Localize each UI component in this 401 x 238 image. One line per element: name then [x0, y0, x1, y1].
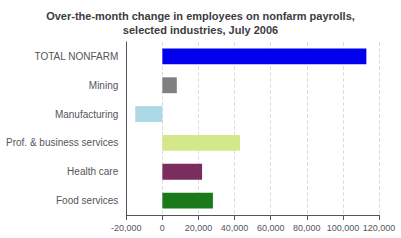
svg-text:Mining: Mining — [89, 80, 118, 91]
svg-text:40,000: 40,000 — [221, 223, 249, 233]
svg-text:Over-the-month change in emplo: Over-the-month change in employees on no… — [46, 10, 355, 22]
svg-text:-20,000: -20,000 — [111, 223, 142, 233]
svg-text:Food services: Food services — [56, 195, 118, 206]
svg-text:Prof. & business services: Prof. & business services — [6, 137, 118, 148]
svg-text:20,000: 20,000 — [185, 223, 213, 233]
svg-text:Health care: Health care — [67, 166, 119, 177]
svg-text:0: 0 — [160, 223, 165, 233]
svg-text:Manufacturing: Manufacturing — [55, 109, 118, 120]
svg-text:100,000: 100,000 — [327, 223, 360, 233]
svg-text:60,000: 60,000 — [257, 223, 285, 233]
svg-text:120,000: 120,000 — [363, 223, 396, 233]
svg-text:TOTAL NONFARM: TOTAL NONFARM — [35, 51, 119, 62]
svg-text:80,000: 80,000 — [293, 223, 321, 233]
svg-text:selected industries, July 2006: selected industries, July 2006 — [123, 24, 278, 36]
